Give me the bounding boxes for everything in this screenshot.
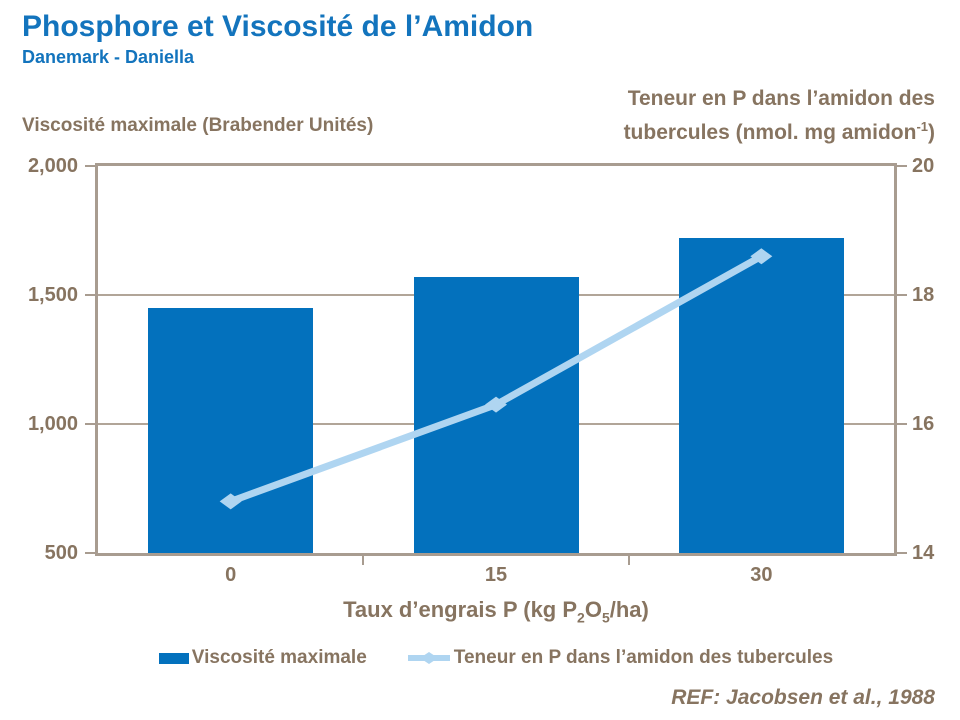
page-title: Phosphore et Viscosité de l’Amidon [22,10,534,43]
axis-tick-right [897,552,907,554]
y-tick-label-left: 500 [44,542,78,564]
x-axis-title-end: /ha) [609,597,649,622]
page-subtitle: Danemark - Daniella [22,47,195,67]
chart-legend: Viscosité maximale Teneur en P dans l’am… [95,647,897,669]
y-tick-label-right: 18 [912,284,935,306]
axis-tick-right [897,294,907,296]
y-tick-label-right: 16 [912,413,935,435]
x-tick-label: 0 [225,564,237,586]
x-axis-labels: 0 15 30 [95,564,897,590]
right-axis-title-line1: Teneur en P dans l’amidon des [627,87,935,110]
legend-label-viscosite: Viscosité maximale [191,647,367,668]
x-axis-title-text: Taux d’engrais P (kg P [343,597,578,622]
x-tick-label: 15 [484,564,508,586]
axis-tick-left [85,423,95,425]
right-axis-title-close: ) [928,121,935,144]
line-marker-diamond [750,248,773,265]
y-tick-label-left: 2,000 [27,155,78,177]
teneur-line-series [219,248,773,510]
y-axis-left-labels: 500 1,000 1,500 2,000 [0,155,80,564]
trend-line [229,253,764,505]
right-axis-title-line2: tubercules (nmol. mg amidon [623,121,917,144]
y-tick-label-left: 1,000 [27,413,78,435]
y-tick-label-right: 14 [912,542,935,564]
y-tick-label-right: 20 [912,155,935,177]
legend-item-viscosite: Viscosité maximale [158,647,367,669]
y-axis-right-labels: 14 16 18 20 [910,155,960,564]
right-axis-title-superscript: -1 [916,119,928,134]
x-axis-title: Taux d’engrais P (kg P2O5/ha) [95,597,897,625]
y-tick-label-left: 1,500 [27,284,78,306]
bar-viscosite-0 [148,307,314,553]
x-axis-title-o: O [584,597,602,622]
line-marker-diamond [219,493,242,510]
right-axis-title: Teneur en P dans l’amidon des tubercules… [624,85,935,147]
line-marker-diamond [485,396,507,413]
left-axis-title: Viscosité maximale (Brabender Unités) [22,115,374,136]
line-diamond-swatch-icon [407,652,450,664]
reference-citation: REF: Jacobsen et al., 1988 [671,686,935,709]
x-axis-title-sub2: 2 [577,609,585,626]
x-axis-title-sub5: 5 [601,609,610,626]
axis-tick-left [85,294,95,296]
axis-tick-left [85,552,95,554]
axis-tick-bottom [362,556,365,565]
axis-tick-left [85,165,95,167]
legend-item-teneur: Teneur en P dans l’amidon des tubercules [407,647,833,669]
axis-tick-right [897,423,907,425]
bar-viscosite-15 [413,276,579,553]
legend-label-teneur: Teneur en P dans l’amidon des tubercules [453,647,834,668]
x-tick-label: 30 [750,564,773,586]
axis-tick-right [897,165,907,167]
axis-tick-bottom [627,556,630,565]
bar-swatch-icon [158,652,189,664]
plot-area [85,163,907,565]
